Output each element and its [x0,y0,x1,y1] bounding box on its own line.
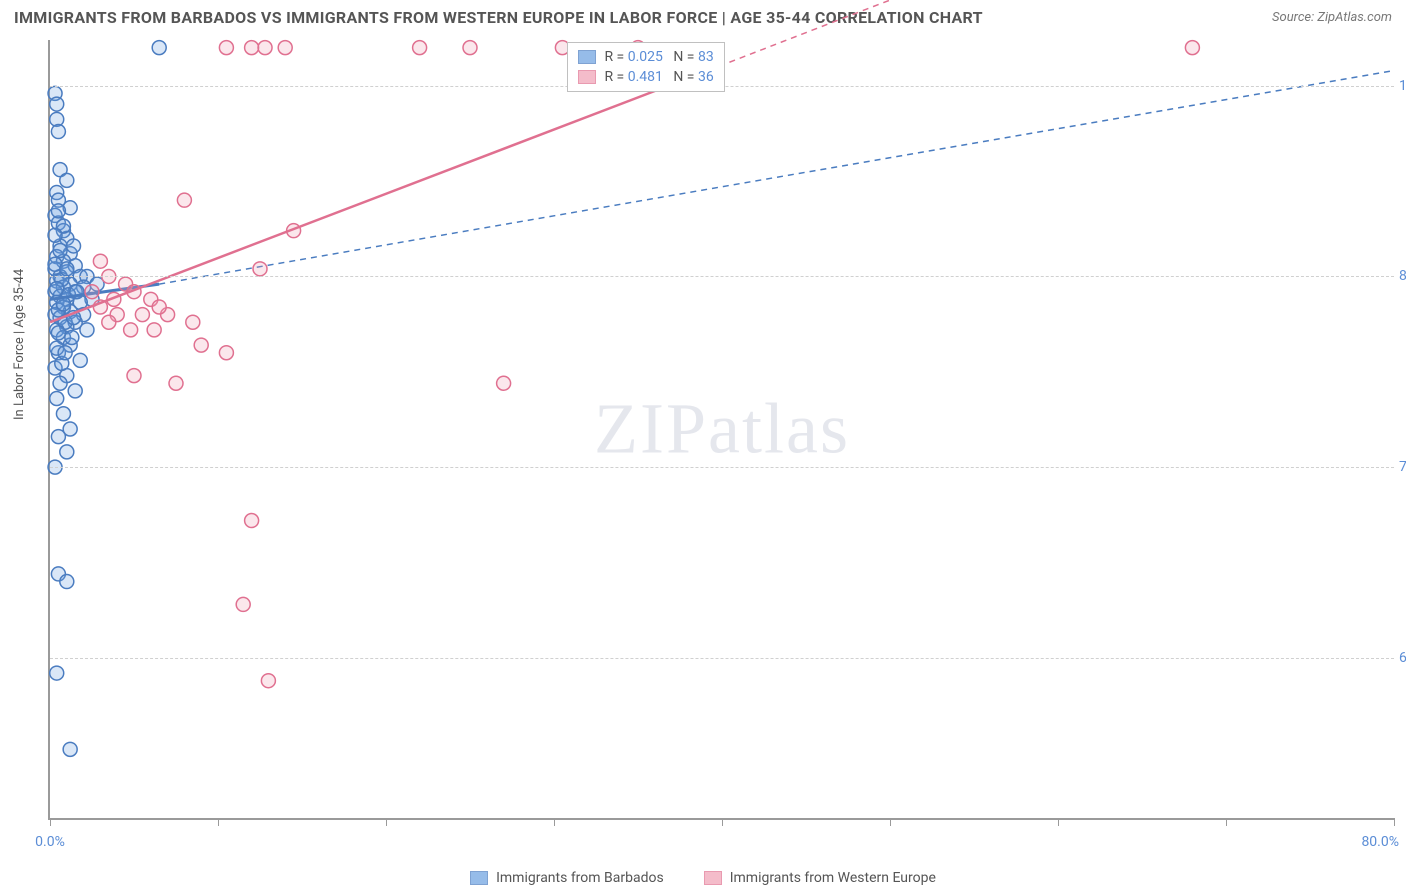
x-tick [1394,818,1395,826]
data-point [63,742,77,756]
trend-line-extension [159,71,1394,285]
data-point [245,41,259,55]
data-point [67,239,81,253]
data-point [50,97,64,111]
data-point [60,173,74,187]
y-tick-label: 87.5% [1399,268,1406,284]
y-tick-label: 100.0% [1399,78,1406,94]
scatter-plot: ZIPatlas 62.5%75.0%87.5%100.0%0.0%80.0%R… [48,40,1394,820]
x-tick-label: 0.0% [35,834,65,850]
legend-row: R = 0.025 N = 83 [578,47,713,67]
x-tick [722,818,723,826]
data-point [169,376,183,390]
data-point [50,391,64,405]
data-point [278,41,292,55]
x-tick [890,818,891,826]
data-point [53,244,67,258]
data-point [85,285,99,299]
data-point [51,430,65,444]
x-tick [386,818,387,826]
data-point [51,326,65,340]
data-point [48,228,62,242]
x-tick [50,818,51,826]
data-point [152,41,166,55]
gridline [50,276,1394,277]
data-point [60,575,74,589]
legend-swatch-icon [704,871,722,885]
data-point [60,262,74,276]
data-point [258,41,272,55]
data-point [60,445,74,459]
chart-svg [50,40,1394,818]
data-point [80,323,94,337]
data-point [73,353,87,367]
data-point [50,282,64,296]
legend-bottom: Immigrants from Barbados Immigrants from… [0,870,1406,886]
x-tick-label: 80.0% [1361,834,1399,850]
data-point [253,262,267,276]
x-tick [554,818,555,826]
data-point [177,193,191,207]
data-point [413,41,427,55]
gridline [50,658,1394,659]
legend-label: Immigrants from Barbados [496,870,664,886]
x-tick [218,818,219,826]
data-point [236,597,250,611]
trend-line [50,78,688,322]
legend-item-western-europe: Immigrants from Western Europe [704,870,936,886]
legend-correlation-box: R = 0.025 N = 83 R = 0.481 N = 36 [567,42,724,92]
data-point [186,315,200,329]
data-point [53,376,67,390]
y-tick-label: 62.5% [1399,650,1406,666]
legend-swatch-icon [470,871,488,885]
data-point [127,369,141,383]
data-point [219,346,233,360]
data-point [102,315,116,329]
data-point [219,41,233,55]
data-point [261,674,275,688]
y-axis-label: In Labor Force | Age 35-44 [12,269,27,420]
data-point [463,41,477,55]
data-point [51,125,65,139]
data-point [497,376,511,390]
legend-swatch-icon [578,70,596,84]
gridline [50,467,1394,468]
legend-row: R = 0.481 N = 36 [578,67,713,87]
chart-title: IMMIGRANTS FROM BARBADOS VS IMMIGRANTS F… [14,8,983,27]
source-label: Source: ZipAtlas.com [1272,10,1392,25]
legend-stats: R = 0.025 N = 83 [604,49,713,65]
data-point [68,384,82,398]
data-point [58,346,72,360]
data-point [93,254,107,268]
data-point [245,514,259,528]
data-point [135,308,149,322]
x-tick [1226,818,1227,826]
data-point [51,204,65,218]
data-point [147,323,161,337]
legend-swatch-icon [578,50,596,64]
legend-label: Immigrants from Western Europe [730,870,936,886]
data-point [50,666,64,680]
x-tick [1058,818,1059,826]
title-bar: IMMIGRANTS FROM BARBADOS VS IMMIGRANTS F… [14,8,1392,27]
data-point [56,407,70,421]
data-point [65,330,79,344]
data-point [152,300,166,314]
legend-item-barbados: Immigrants from Barbados [470,870,664,886]
data-point [124,323,138,337]
legend-stats: R = 0.481 N = 36 [604,69,713,85]
data-point [1185,41,1199,55]
y-tick-label: 75.0% [1399,459,1406,475]
data-point [194,338,208,352]
